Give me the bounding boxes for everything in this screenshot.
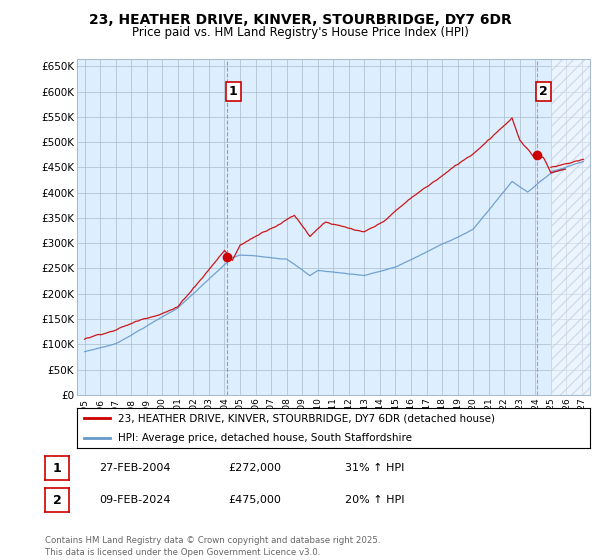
Text: 2: 2 xyxy=(539,85,548,98)
Text: 23, HEATHER DRIVE, KINVER, STOURBRIDGE, DY7 6DR: 23, HEATHER DRIVE, KINVER, STOURBRIDGE, … xyxy=(89,13,511,27)
Bar xyxy=(551,59,590,395)
Text: £475,000: £475,000 xyxy=(228,495,281,505)
Text: £272,000: £272,000 xyxy=(228,463,281,473)
Text: 27-FEB-2004: 27-FEB-2004 xyxy=(99,463,170,473)
Text: 20% ↑ HPI: 20% ↑ HPI xyxy=(345,495,404,505)
Text: 1: 1 xyxy=(53,461,61,475)
Text: Contains HM Land Registry data © Crown copyright and database right 2025.
This d: Contains HM Land Registry data © Crown c… xyxy=(45,536,380,557)
Bar xyxy=(551,59,590,395)
Text: 1: 1 xyxy=(229,85,238,98)
Text: HPI: Average price, detached house, South Staffordshire: HPI: Average price, detached house, Sout… xyxy=(118,433,412,443)
Text: 23, HEATHER DRIVE, KINVER, STOURBRIDGE, DY7 6DR (detached house): 23, HEATHER DRIVE, KINVER, STOURBRIDGE, … xyxy=(118,413,495,423)
Text: 2: 2 xyxy=(53,493,61,507)
Text: 31% ↑ HPI: 31% ↑ HPI xyxy=(345,463,404,473)
Text: Price paid vs. HM Land Registry's House Price Index (HPI): Price paid vs. HM Land Registry's House … xyxy=(131,26,469,39)
Text: 09-FEB-2024: 09-FEB-2024 xyxy=(99,495,170,505)
